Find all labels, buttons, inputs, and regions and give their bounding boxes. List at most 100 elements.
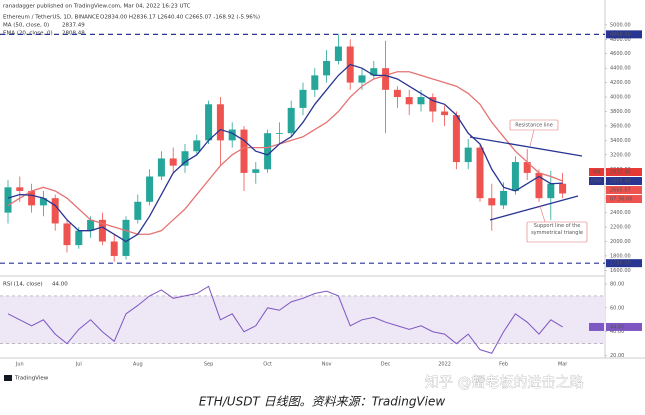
logo-icon xyxy=(4,375,12,381)
level-label: 4868.00 xyxy=(610,32,631,38)
badge-tag-bg xyxy=(589,177,604,186)
caption: ETH/USDT 日线图。资料来源：TradingView xyxy=(199,395,446,409)
candle-body xyxy=(240,129,248,173)
level-badge xyxy=(606,259,642,268)
rsi-legend: RSI (14, close) xyxy=(3,282,43,288)
rsi-band xyxy=(0,295,605,344)
y-tick-label: 4800.00 xyxy=(610,37,631,43)
candle-body xyxy=(110,241,118,256)
x-tick-label: 2022 xyxy=(438,362,451,368)
candle-body xyxy=(146,176,154,202)
candle-body xyxy=(511,162,519,191)
candle-body xyxy=(181,151,189,166)
candle-body xyxy=(382,68,390,90)
candle-body xyxy=(63,223,71,246)
candle-body xyxy=(488,198,496,206)
y-tick-label: 3600.00 xyxy=(610,123,631,129)
candle-body xyxy=(205,104,213,141)
candle-body xyxy=(122,219,130,256)
ma-legend: MA (50, close, 0) xyxy=(3,23,49,29)
x-tick-label: Oct xyxy=(263,362,272,368)
ema-legend: EMA (20, close, 0) xyxy=(3,31,53,37)
x-tick-label: Jun xyxy=(15,362,24,368)
candle-body xyxy=(523,162,531,173)
ma-legend-value: 2837.49 xyxy=(62,23,85,29)
candle-body xyxy=(441,111,449,116)
symbol: Ethereum / TetherUS, 1D, BINANCE xyxy=(3,15,100,21)
candle-body xyxy=(311,75,319,90)
x-tick-label: Feb xyxy=(499,362,508,368)
candle-body xyxy=(323,60,331,76)
candle-body xyxy=(452,115,460,163)
annotation: Resistance line xyxy=(515,123,553,129)
level-badge xyxy=(606,30,642,39)
candle-body xyxy=(39,198,47,206)
price-badge-label: 2808.48 xyxy=(610,179,631,185)
candle-body xyxy=(75,230,83,246)
y-tick-label: 4600.00 xyxy=(610,51,631,57)
candle-body xyxy=(228,129,236,141)
price-badge-label: 2665.07 xyxy=(610,188,631,194)
annotation-wrap: Support line of the symmetrical triangle xyxy=(531,223,583,236)
y-tick-label: 60.00 xyxy=(610,305,624,311)
y-tick-label: 2400.00 xyxy=(610,210,631,216)
candle-body xyxy=(429,97,437,112)
price-badge xyxy=(606,168,642,177)
logo: TradingView xyxy=(14,376,49,382)
candle-body xyxy=(87,219,95,231)
candle-body xyxy=(299,89,307,108)
rsi-badge xyxy=(606,322,642,331)
countdown: 07:36:00 xyxy=(610,197,632,203)
x-tick-label: Jul xyxy=(75,362,82,368)
candle-body xyxy=(157,158,165,177)
candle-body xyxy=(334,46,342,61)
annotation-box xyxy=(526,221,588,243)
support-line xyxy=(489,195,579,221)
annotation: Support line of the symmetrical triangle xyxy=(531,223,583,236)
x-tick-label: Dec xyxy=(381,362,391,368)
y-tick-label: 20.00 xyxy=(610,353,624,359)
annotation-arrow xyxy=(529,129,535,147)
rsi-tag-bg xyxy=(589,322,604,331)
y-tick-label: 40.00 xyxy=(610,329,624,335)
watermark: 知乎 @蟹老板的进击之路 xyxy=(425,374,583,391)
badge-tag: MA xyxy=(593,170,601,176)
y-tick-label: 80.00 xyxy=(610,281,624,287)
y-tick-label: 2200.00 xyxy=(610,225,631,231)
x-tick-label: Sep xyxy=(204,362,213,368)
candle-body xyxy=(216,104,224,141)
y-tick-label: 1600.00 xyxy=(610,268,631,274)
price-badge xyxy=(606,186,642,195)
level-label: 1700.00 xyxy=(610,261,631,267)
candle-body xyxy=(28,190,36,206)
candle-body xyxy=(287,107,295,134)
candle-body xyxy=(252,169,260,173)
candle-body xyxy=(264,133,272,170)
candle-body xyxy=(476,147,484,199)
rsi-line xyxy=(7,285,563,354)
candle-body xyxy=(275,133,283,134)
price-badge xyxy=(606,177,642,186)
publisher: ranadagger published on TradingView.com,… xyxy=(3,4,191,10)
rsi-badge-label: 44.00 xyxy=(610,324,624,330)
y-tick-label: 3400.00 xyxy=(610,138,631,144)
candle-body xyxy=(193,140,201,152)
candle-body xyxy=(16,187,24,191)
candle-body xyxy=(4,187,12,213)
y-tick-label: 2000.00 xyxy=(610,239,631,245)
candle-body xyxy=(559,183,567,194)
annotation-arrow xyxy=(539,205,546,223)
candle-body xyxy=(169,158,177,166)
y-tick-label: 3200.00 xyxy=(610,152,631,158)
candle-body xyxy=(535,172,543,199)
candle-body xyxy=(464,147,472,163)
y-tick-label: 4000.00 xyxy=(610,95,631,101)
candle-body xyxy=(500,190,508,206)
candle-body xyxy=(370,68,378,76)
y-tick-label: 1800.00 xyxy=(610,253,631,259)
candle-body xyxy=(134,201,142,220)
badge-tag-bg xyxy=(589,168,604,177)
